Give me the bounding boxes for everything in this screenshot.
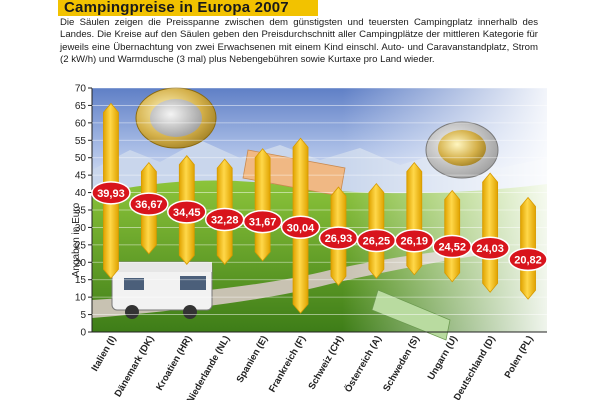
average-marker — [470, 236, 510, 260]
category-label: Deutschland (D) — [452, 334, 498, 400]
category-label: Österreich (A) — [343, 334, 384, 394]
range-bar — [406, 162, 423, 276]
category-label: Polen (PL) — [503, 334, 536, 380]
average-value-label: 24,03 — [476, 243, 504, 255]
y-tick-label: 5 — [80, 310, 86, 321]
y-tick-label: 40 — [75, 188, 87, 199]
y-tick-label: 0 — [80, 328, 86, 339]
background-scene — [92, 87, 547, 341]
category-label: Frankreich (F) — [267, 334, 308, 394]
category-label: Niederlande (NL) — [185, 334, 233, 400]
y-tick-label: 20 — [75, 258, 87, 269]
average-marker — [129, 192, 169, 216]
title-bar: Campingpreise in Europa 2007 — [58, 0, 600, 16]
average-value-label: 36,67 — [135, 199, 163, 211]
one-euro-coin — [425, 121, 499, 179]
y-tick-label: 50 — [75, 153, 87, 164]
category-label: Schweden (S) — [381, 334, 422, 393]
category-label: Kroatien (HR) — [154, 334, 194, 393]
average-value-label: 26,25 — [363, 236, 391, 248]
average-marker — [167, 200, 207, 224]
category-labels: Italien (I)Dänemark (DK)Kroatien (HR)Nie… — [89, 334, 535, 400]
y-tick-label: 35 — [75, 206, 87, 217]
average-value-label: 26,19 — [401, 236, 429, 248]
y-tick-label: 25 — [75, 240, 87, 251]
chart-description: Die Säulen zeigen die Preisspanne zwisch… — [60, 17, 538, 66]
average-marker — [394, 228, 435, 253]
y-tick-label: 55 — [75, 136, 87, 147]
category-label: Dänemark (DK) — [113, 334, 157, 399]
category-label: Italien (I) — [89, 334, 118, 373]
y-axis-label: Angaben in Euro — [71, 202, 82, 277]
range-bar — [482, 172, 499, 293]
title-highlight — [58, 0, 318, 16]
average-marker — [280, 215, 321, 240]
category-label: Ungarn (U) — [426, 334, 460, 382]
camper-van — [111, 261, 213, 319]
y-tick-label: 65 — [75, 101, 87, 112]
category-label: Spanien (E) — [235, 334, 271, 385]
range-bar — [254, 148, 271, 262]
two-euro-coin — [135, 87, 217, 149]
average-value-label: 32,28 — [211, 214, 239, 226]
y-tick-label: 45 — [75, 171, 87, 182]
category-label: Schweiz (CH) — [306, 334, 346, 392]
chart-title: Campingpreise in Europa 2007 — [64, 0, 289, 16]
y-tick-label: 70 — [75, 84, 87, 95]
average-marker — [508, 247, 548, 272]
average-value-label: 20,82 — [514, 254, 542, 266]
y-tick-label: 15 — [75, 275, 87, 286]
average-value-label: 24,52 — [438, 242, 466, 254]
average-marker — [91, 181, 131, 205]
average-value-label: 30,04 — [287, 222, 315, 234]
y-tick-label: 10 — [75, 293, 87, 304]
average-value-label: 34,45 — [173, 207, 201, 219]
average-marker — [242, 209, 283, 234]
average-value-label: 31,67 — [249, 217, 277, 229]
average-markers: 39,93 36,67 34,45 32,28 31,67 30,04 26,93 26,25… — [91, 181, 548, 272]
average-value-label: 26,93 — [325, 233, 353, 245]
y-tick-label: 60 — [75, 118, 87, 129]
y-tick-label: 30 — [75, 223, 87, 234]
average-value-label: 39,93 — [97, 188, 125, 200]
